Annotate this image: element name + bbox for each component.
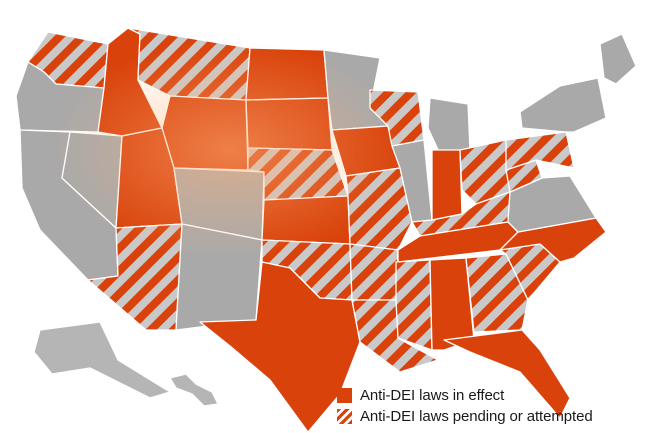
state-pennsylvania [505, 131, 575, 171]
state-michigan [427, 97, 471, 155]
legend-item-pending: Anti-DEI laws pending or attempted [337, 406, 593, 426]
state-hawaii [169, 373, 219, 407]
pending-swatch-icon [337, 408, 352, 424]
legend: Anti-DEI laws in effect Anti-DEI laws pe… [337, 385, 593, 427]
state-mississippi [395, 259, 433, 351]
highlight-glow [50, 40, 410, 260]
state-florida [443, 329, 571, 419]
state-new-york [519, 77, 607, 133]
legend-label-in-effect: Anti-DEI laws in effect [360, 386, 505, 404]
in-effect-swatch-icon [337, 387, 352, 403]
state-arkansas [349, 243, 399, 301]
state-georgia [465, 253, 529, 333]
state-maine [599, 33, 637, 85]
legend-item-in-effect: Anti-DEI laws in effect [337, 385, 593, 405]
state-texas [199, 261, 361, 433]
state-alaska [33, 321, 171, 399]
state-indiana [431, 149, 463, 221]
legend-label-pending: Anti-DEI laws pending or attempted [360, 407, 593, 425]
